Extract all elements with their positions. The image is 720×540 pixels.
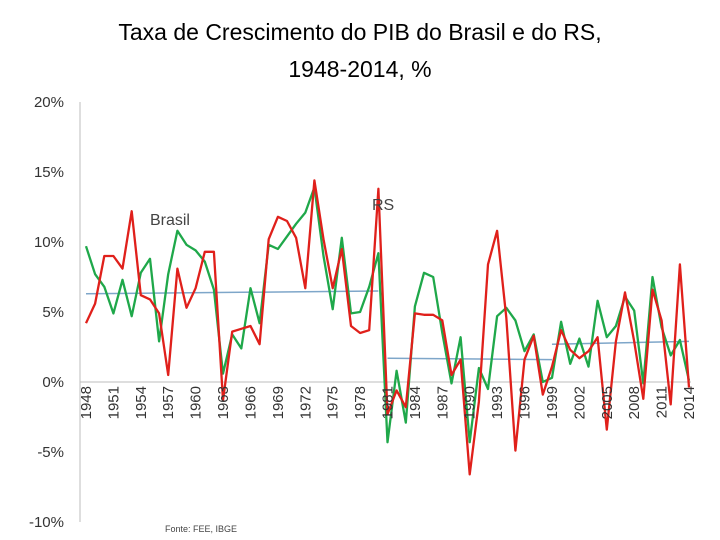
x-tick-label: 2005 xyxy=(599,386,616,419)
x-tick-label: 1948 xyxy=(78,386,95,419)
y-tick-labels: 20% 15% 10% 5% 0% -5% -10% xyxy=(29,94,64,531)
x-tick-label: 2002 xyxy=(571,386,588,419)
x-tick-label: 1990 xyxy=(462,386,479,419)
x-tick-label: 1954 xyxy=(133,386,150,419)
series-line-brasil xyxy=(84,186,691,444)
trend-line xyxy=(551,340,690,345)
chart-title-block: Taxa de Crescimento do PIB do Brasil e d… xyxy=(0,14,720,88)
x-tick-label: 1984 xyxy=(407,386,424,419)
series-annotation: Brasil xyxy=(150,212,190,229)
y-tick-label: 0% xyxy=(42,374,64,391)
annotations: Brasil RS xyxy=(150,197,394,229)
y-tick-label: 5% xyxy=(42,304,64,321)
x-tick-label: 2014 xyxy=(681,386,698,419)
x-tick-label: 1999 xyxy=(544,386,561,419)
series-lines xyxy=(84,179,691,476)
source-note: Fonte: FEE, IBGE xyxy=(165,524,237,534)
x-tick-label: 1981 xyxy=(380,386,397,419)
x-tick-label: 1972 xyxy=(297,386,314,419)
y-tick-label: 15% xyxy=(34,164,64,181)
series-line-rs xyxy=(84,179,691,476)
x-tick-labels: 1948 1951 1954 1957 1960 1963 1966 1969 1972 1975… xyxy=(78,386,698,419)
x-tick-label: 1951 xyxy=(105,386,122,419)
x-tick-label: 1966 xyxy=(242,386,259,419)
y-tick-label: 10% xyxy=(34,234,64,251)
y-tick-label: -5% xyxy=(37,444,64,461)
trend-line xyxy=(387,357,552,361)
y-tick-label: 20% xyxy=(34,94,64,111)
x-tick-label: 1987 xyxy=(434,386,451,419)
y-tick-label: -10% xyxy=(29,514,64,531)
x-tick-label: 1960 xyxy=(188,386,205,419)
x-tick-label: 2008 xyxy=(626,386,643,419)
x-tick-label: 1978 xyxy=(352,386,369,419)
x-tick-label: 1993 xyxy=(489,386,506,419)
chart-title: Taxa de Crescimento do PIB do Brasil e d… xyxy=(118,19,602,45)
series-annotation: RS xyxy=(372,197,394,214)
x-tick-label: 1975 xyxy=(325,386,342,419)
x-tick-label: 2011 xyxy=(654,386,671,418)
x-tick-label: 1996 xyxy=(517,386,534,419)
chart-subtitle: 1948-2014, % xyxy=(288,56,432,82)
x-tick-label: 1963 xyxy=(215,386,232,419)
x-tick-label: 1957 xyxy=(160,386,177,419)
x-tick-label: 1969 xyxy=(270,386,287,419)
